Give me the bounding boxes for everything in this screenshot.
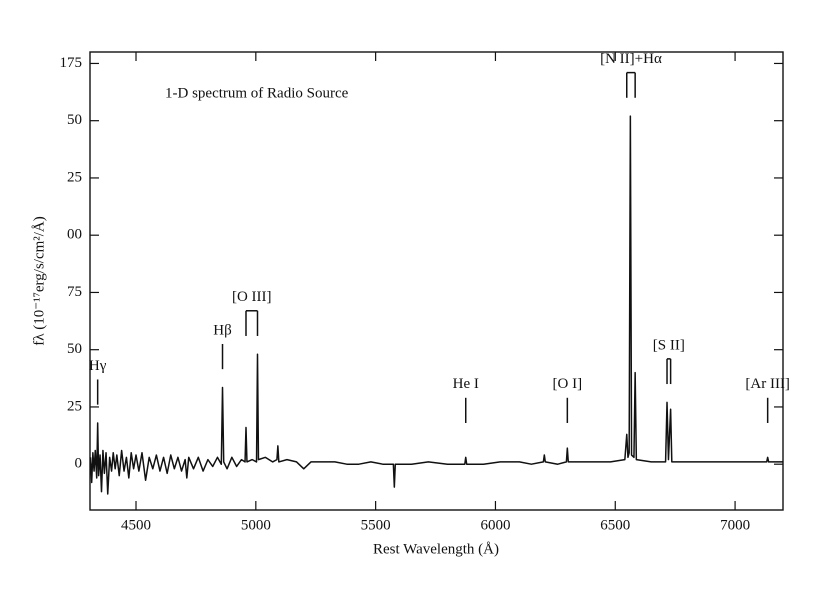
x-tick-label: 4500 xyxy=(121,517,151,533)
line-label: He I xyxy=(453,376,479,392)
line-label: [O I] xyxy=(553,376,583,392)
line-label: Hγ xyxy=(89,358,107,374)
y-tick-label: 75 xyxy=(67,284,82,300)
line-label: [Ar III] xyxy=(745,376,790,392)
y-axis-label: fλ (10⁻¹⁷erg/s/cm²/Å) xyxy=(31,216,47,346)
spectrum-line xyxy=(89,115,783,495)
x-axis-label: Rest Wavelength (Å) xyxy=(373,541,499,557)
line-label: Hβ xyxy=(213,322,231,338)
chart-title: 1-D spectrum of Radio Source xyxy=(165,85,349,101)
x-tick-label: 6000 xyxy=(480,517,510,533)
line-label: [O III] xyxy=(232,289,272,305)
y-tick-label: 25 xyxy=(67,169,82,185)
x-tick-label: 6500 xyxy=(600,517,630,533)
y-tick-label: 0 xyxy=(75,456,83,472)
y-tick-label: 25 xyxy=(67,398,82,414)
y-tick-label: 00 xyxy=(67,227,82,243)
line-label: [S II] xyxy=(653,337,685,353)
line-label: [N II]+Hα xyxy=(600,51,662,67)
x-tick-label: 7000 xyxy=(720,517,750,533)
plot-frame xyxy=(89,51,784,511)
x-tick-label: 5500 xyxy=(361,517,391,533)
y-tick-label: 175 xyxy=(60,55,83,71)
y-tick-label: 50 xyxy=(67,112,82,128)
x-tick-label: 5000 xyxy=(241,517,271,533)
y-tick-label: 50 xyxy=(67,341,82,357)
